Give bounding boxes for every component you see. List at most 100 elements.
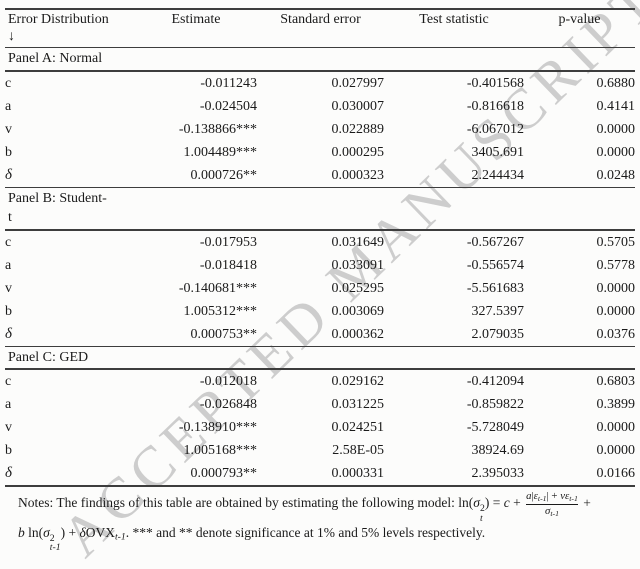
- test-statistic-value: 38924.69: [471, 443, 525, 458]
- p-value: 0.6803: [596, 374, 636, 389]
- std-error-value: 0.030007: [331, 98, 385, 114]
- column-header-estimate: Estimate: [135, 8, 257, 48]
- table-row: v -0.138866*** 0.022889 -6.067012 0.0000: [5, 118, 635, 141]
- p-value: 0.0000: [596, 121, 636, 137]
- estimation-results-table: Error Distribution ↓ Estimate Standard e…: [5, 8, 635, 487]
- std-error-value: 0.022889: [331, 121, 385, 137]
- table-row: δ 0.000793** 0.000331 2.395033 0.0166: [5, 462, 635, 486]
- p-value: 0.5705: [596, 234, 636, 250]
- table-row: a -0.024504 0.030007 -0.816618 0.4141: [5, 95, 635, 118]
- test-statistic-value: -0.556574: [466, 257, 524, 273]
- notes-text-tail: +: [579, 495, 591, 511]
- table-row: c -0.012018 0.029162 -0.412094 0.6803: [5, 369, 635, 393]
- estimate-value: 0.000753**: [190, 326, 258, 342]
- p-value: 0.6880: [596, 75, 636, 91]
- test-statistic-value: -0.816618: [466, 98, 524, 114]
- table-row: b 1.005168*** 2.58E-05 38924.69 0.0000: [5, 439, 635, 462]
- std-error-value: 0.000362: [331, 326, 385, 342]
- panel-c-label: Panel C: GED: [5, 346, 635, 370]
- estimate-value: 0.000793**: [190, 466, 258, 481]
- model-formula-fraction: a|εt-1| + vεt-1 σt-1: [526, 490, 578, 519]
- table-row: δ 0.000726** 0.000323 2.244434 0.0248: [5, 164, 635, 188]
- estimate-value: -0.138910***: [178, 420, 257, 435]
- param-label: b: [5, 443, 12, 458]
- param-label: b: [5, 144, 12, 160]
- param-label: v: [5, 121, 12, 137]
- std-error-value: 0.031649: [331, 234, 385, 250]
- test-statistic-value: 2.395033: [471, 466, 525, 481]
- estimate-value: 1.005168***: [183, 443, 258, 458]
- std-error-value: 0.000295: [331, 144, 385, 160]
- table-row: v -0.140681*** 0.025295 -5.561683 0.0000: [5, 277, 635, 300]
- test-statistic-value: -0.412094: [466, 374, 524, 389]
- panel-a-header: Panel A: Normal: [5, 47, 635, 72]
- param-label: a: [5, 98, 12, 114]
- estimate-value: -0.026848: [199, 397, 257, 412]
- param-label: v: [5, 280, 12, 296]
- notes-line-2: b ln(σ 2 t-1) + δOVXt-1. *** and ** denote…: [18, 524, 486, 553]
- param-label: δ: [5, 325, 12, 342]
- std-error-value: 0.000331: [331, 466, 385, 481]
- test-statistic-value: 2.244434: [471, 167, 525, 183]
- p-value: 0.0376: [596, 326, 636, 342]
- p-value: 0.0000: [596, 443, 636, 458]
- header-row: Error Distribution ↓ Estimate Standard e…: [5, 8, 635, 48]
- param-label: δ: [5, 166, 12, 183]
- table-row: a -0.026848 0.031225 -0.859822 0.3899: [5, 393, 635, 416]
- p-value: 0.0000: [596, 420, 636, 435]
- param-label: a: [5, 257, 12, 273]
- panel-b-header: Panel B: Student- t: [5, 187, 635, 231]
- std-error-value: 0.000323: [331, 167, 385, 183]
- estimate-value: -0.138866***: [178, 121, 257, 137]
- table-notes: Notes: The findings of this table are ob…: [5, 487, 640, 552]
- test-statistic-value: 327.5397: [471, 303, 525, 319]
- p-value: 0.3899: [596, 397, 636, 412]
- column-header-test-statistic: Test statistic: [384, 8, 524, 48]
- test-statistic-value: 3405.691: [471, 144, 525, 160]
- std-error-value: 0.029162: [331, 374, 385, 389]
- table-row: v -0.138910*** 0.024251 -5.728049 0.0000: [5, 416, 635, 439]
- param-label: c: [5, 75, 12, 91]
- notes-line-1: Notes: The findings of this table are ob…: [18, 490, 634, 523]
- std-error-value: 0.003069: [331, 303, 385, 319]
- panel-a-body: c -0.011243 0.027997 -0.401568 0.6880 a …: [5, 71, 635, 188]
- param-label: v: [5, 420, 12, 435]
- p-value: 0.0248: [596, 167, 636, 183]
- param-label: c: [5, 374, 12, 389]
- param-label: c: [5, 234, 12, 250]
- panel-c-body: c -0.012018 0.029162 -0.412094 0.6803 a …: [5, 369, 635, 486]
- column-header-error-distribution: Error Distribution ↓: [5, 8, 135, 48]
- panel-b-body: c -0.017953 0.031649 -0.567267 0.5705 a …: [5, 230, 636, 347]
- column-header-standard-error: Standard error: [257, 8, 384, 48]
- table-row: δ 0.000753** 0.000362 2.079035 0.0376: [5, 323, 635, 347]
- table-row: c -0.017953 0.031649 -0.567267 0.5705: [5, 230, 635, 254]
- panel-a-label: Panel A: Normal: [5, 47, 635, 72]
- table-row: b 1.004489*** 0.000295 3405.691 0.0000: [5, 141, 635, 164]
- fraction-denominator: σt-1: [526, 503, 578, 519]
- table-row: c -0.011243 0.027997 -0.401568 0.6880: [5, 71, 635, 95]
- test-statistic-value: -0.567267: [466, 234, 524, 250]
- notes-text: Notes: The findings of this table are ob…: [18, 495, 525, 524]
- test-statistic-value: -5.561683: [466, 280, 524, 296]
- results-table-page: Error Distribution ↓ Estimate Standard e…: [5, 8, 640, 552]
- estimate-value: -0.024504: [199, 98, 257, 114]
- test-statistic-value: -5.728049: [466, 420, 524, 435]
- p-value: 0.5778: [596, 257, 636, 273]
- fraction-numerator: a|εt-1| + vεt-1: [526, 490, 578, 503]
- table-row: b 1.005312*** 0.003069 327.5397 0.0000: [5, 300, 635, 323]
- std-error-value: 2.58E-05: [332, 443, 384, 458]
- panel-label-row: Panel C: GED: [5, 346, 635, 370]
- std-error-value: 0.031225: [331, 397, 385, 412]
- estimate-value: 1.004489***: [183, 144, 258, 160]
- p-value: 0.0166: [596, 466, 636, 481]
- column-header-p-value: p-value: [524, 8, 635, 48]
- test-statistic-value: -0.401568: [466, 75, 524, 91]
- param-label: δ: [5, 465, 12, 481]
- estimate-value: 1.005312***: [183, 303, 258, 319]
- test-statistic-value: -0.859822: [466, 397, 524, 412]
- p-value: 0.0000: [596, 280, 636, 296]
- estimate-value: -0.017953: [199, 234, 257, 250]
- param-label: a: [5, 397, 12, 412]
- table-header: Error Distribution ↓ Estimate Standard e…: [5, 8, 635, 48]
- std-error-value: 0.027997: [331, 75, 385, 91]
